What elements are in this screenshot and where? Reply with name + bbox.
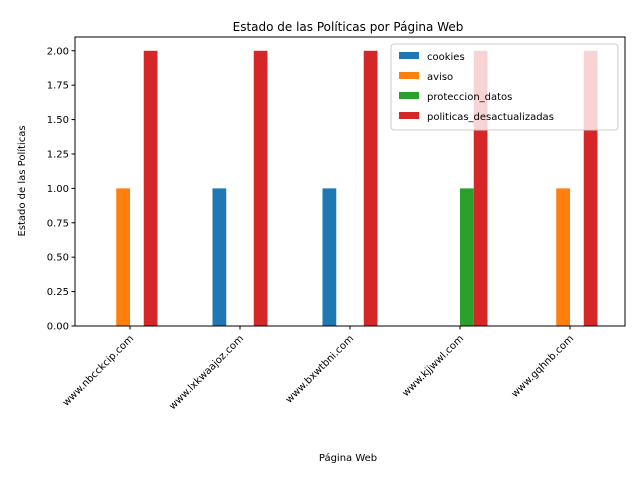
y-tick-label: 1.50 bbox=[47, 115, 69, 126]
legend-label-politicas_desactualizadas: politicas_desactualizadas bbox=[427, 112, 554, 123]
x-tick-label: www.kjjwwl.com bbox=[400, 333, 466, 399]
x-tick-label: www.gqhnb.com bbox=[510, 333, 577, 400]
legend-label-cookies: cookies bbox=[427, 52, 465, 63]
x-axis-label: Página Web bbox=[319, 452, 377, 464]
x-tick-label: www.nbcckcip.com bbox=[61, 333, 136, 408]
y-tick-label: 2.00 bbox=[47, 46, 69, 57]
y-tick-label: 1.25 bbox=[47, 149, 69, 160]
bar-cookies-2 bbox=[322, 188, 337, 326]
bar-politicas_desactualizadas-0 bbox=[143, 50, 158, 327]
y-axis-label: Estado de las Políticas bbox=[16, 125, 28, 236]
legend-swatch-cookies bbox=[399, 52, 419, 59]
bar-cookies-1 bbox=[212, 188, 227, 326]
legend-label-aviso: aviso bbox=[427, 72, 453, 83]
y-tick-label: 0.75 bbox=[47, 218, 69, 229]
x-tick-label: www.bxwtbni.com bbox=[284, 333, 356, 405]
bar-politicas_desactualizadas-1 bbox=[253, 50, 268, 327]
bar-proteccion_datos-3 bbox=[460, 188, 474, 326]
chart-title: Estado de las Políticas por Página Web bbox=[233, 20, 464, 34]
x-tick-label: www.lxkwaajoz.com bbox=[167, 333, 246, 412]
legend-swatch-aviso bbox=[399, 72, 419, 79]
y-tick-label: 0.50 bbox=[47, 253, 69, 264]
legend-box bbox=[390, 43, 619, 131]
legend-label-proteccion_datos: proteccion_datos bbox=[427, 92, 512, 103]
x-axis: www.nbcckcip.com www.lxkwaajoz.com www.bxw… bbox=[61, 326, 576, 412]
bar-aviso-0 bbox=[116, 188, 130, 326]
bar-politicas_desactualizadas-2 bbox=[363, 50, 378, 327]
legend: cookies aviso proteccion_datos politicas_de… bbox=[390, 43, 619, 131]
bar-aviso-4 bbox=[556, 188, 570, 326]
legend-swatch-proteccion_datos bbox=[399, 92, 419, 99]
y-tick-label: 1.75 bbox=[47, 81, 69, 92]
legend-swatch-politicas_desactualizadas bbox=[399, 112, 419, 119]
y-axis: 0.00 0.25 0.50 0.75 1.00 1.25 1.50 1.75 2.00 bbox=[47, 46, 75, 333]
y-tick-label: 0.00 bbox=[47, 322, 69, 333]
y-tick-label: 1.00 bbox=[47, 184, 69, 195]
y-tick-label: 0.25 bbox=[47, 287, 69, 298]
